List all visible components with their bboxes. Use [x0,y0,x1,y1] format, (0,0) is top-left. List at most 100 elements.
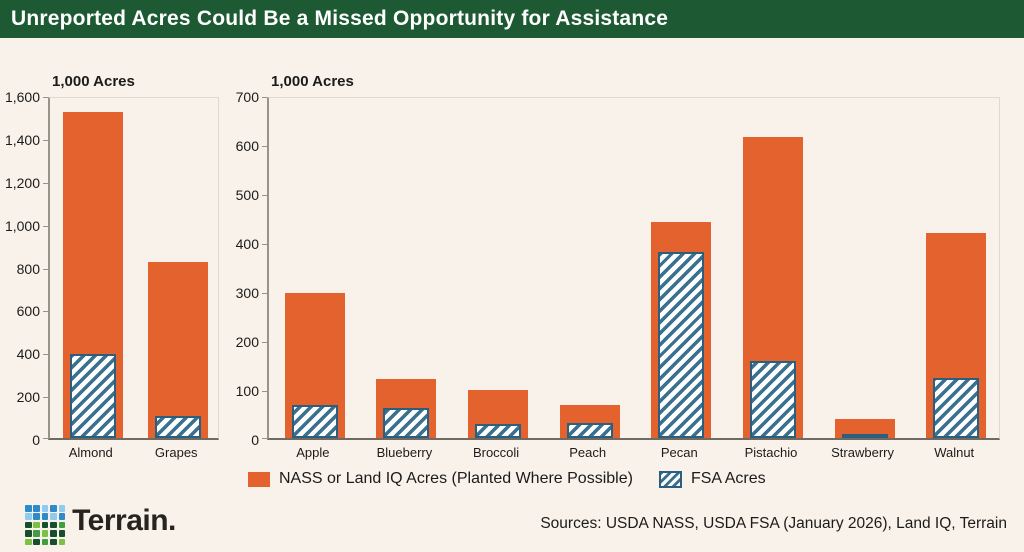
logo-pixel [25,538,32,546]
bar-fsa-peach [566,422,613,438]
tick-mark [43,397,48,399]
bar-fsa-almond [69,354,116,438]
chart-1-cell-peach [544,98,636,438]
chart-1-cell-pistachio [727,98,819,438]
chart-0-axis-title: 1,000 Acres [52,73,135,90]
logo-pixel [33,505,40,512]
xcat-label-almond: Almond [68,445,113,460]
logo-pixel [41,521,49,529]
bar-fsa-strawberry [841,433,888,438]
bar-fsa-apple [291,404,338,438]
nass-swatch-icon [248,471,270,487]
tick-mark [43,354,48,356]
page-title: Unreported Acres Could Be a Missed Oppor… [11,7,669,30]
terrain-logo-icon [25,505,66,546]
fsa-swatch-icon [658,470,682,488]
xcat-label-pecan: Pecan [660,445,698,460]
logo-pixel [50,521,57,529]
tick-mark [262,244,267,245]
logo-pixel [25,521,32,529]
chart-1-cell-walnut [910,98,1002,438]
logo-pixel [41,538,49,546]
chart-1-ytick: 500 [235,187,259,203]
tick-mark [43,268,48,270]
chart-0-ytick: 1,400 [4,131,40,148]
tick-mark [43,311,48,313]
tick-mark [262,146,267,147]
chart-1-plot-area [267,97,1000,440]
tick-mark [43,225,48,227]
logo-pixel [25,513,32,520]
xcat-label-apple: Apple [296,445,330,460]
logo-pixel [50,530,57,537]
tick-mark [262,293,267,294]
logo-pixel [58,513,66,520]
chart-1-cell-pecan [636,98,728,438]
logo-pixel [33,538,40,546]
chart-1-ytick: 0 [251,432,259,448]
chart-0-ytick: 400 [16,346,40,363]
logo-pixel [33,521,40,529]
sources-text: Sources: USDA NASS, USDA FSA (January 20… [540,515,1007,532]
tick-mark [262,342,267,343]
chart-0-ytick: 0 [32,432,40,448]
logo-pixel [58,505,66,512]
chart-0-ytick: 600 [16,303,40,320]
footer-brand: Terrain. [25,503,176,546]
chart-1-ytick: 700 [235,89,259,105]
chart-0-plot-area [48,97,219,440]
xcat-label-walnut: Walnut [934,445,975,460]
logo-pixel [33,513,40,520]
logo-pixel [25,505,32,512]
tick-mark [262,195,267,196]
bar-fsa-broccoli [475,424,522,438]
tick-mark [262,391,267,392]
header: Unreported Acres Could Be a Missed Oppor… [0,0,1024,38]
legend-label-fsa: FSA Acres [690,470,766,487]
chart-0-ytick: 800 [16,260,40,277]
tick-mark [43,182,48,184]
chart-0-cell-grapes [136,98,222,438]
bar-nass-strawberry [834,419,895,438]
xcat-label-strawberry: Strawberry [831,445,894,460]
legend: NASS or Land IQ Acres (Planted Where Pos… [248,470,766,488]
logo-pixel [58,521,66,529]
chart-1-ytick: 100 [235,383,259,399]
chart-1-ytick: 300 [235,285,259,301]
logo-pixel [50,505,57,512]
chart-1-cell-apple [269,98,361,438]
xcat-label-grapes: Grapes [154,445,198,460]
logo-pixel [41,530,49,537]
chart-1-cell-broccoli [452,98,544,438]
tick-mark [43,438,48,439]
tick-mark [262,97,267,98]
bar-fsa-walnut [933,378,980,438]
chart-1-ytick: 600 [235,138,259,154]
tick-mark [262,438,267,439]
chart-0-ytick: 200 [16,389,40,406]
chart-0-ytick: 1,200 [4,174,40,191]
chart-0-ytick: 1,600 [4,89,40,105]
logo-pixel [33,530,40,537]
bar-fsa-pistachio [749,360,796,438]
chart-0-cell-almond [50,98,136,438]
logo-pixel [41,513,49,520]
chart-1-ytick: 400 [235,236,259,252]
chart-1-axis-title: 1,000 Acres [271,73,354,90]
tick-mark [43,139,48,141]
logo-pixel [58,538,66,546]
xcat-label-peach: Peach [569,445,607,460]
brand-wordmark: Terrain. [72,504,176,537]
legend-item-fsa: FSA Acres [658,470,766,488]
chart-1-ytick: 200 [235,334,259,350]
logo-pixel [58,530,66,537]
tick-mark [43,97,48,98]
bar-fsa-grapes [155,415,202,438]
chart-1-cell-blueberry [361,98,453,438]
chart-1-cell-strawberry [819,98,911,438]
logo-pixel [50,513,57,520]
logo-pixel [25,530,32,537]
xcat-label-blueberry: Blueberry [376,445,433,460]
logo-pixel [50,538,57,546]
